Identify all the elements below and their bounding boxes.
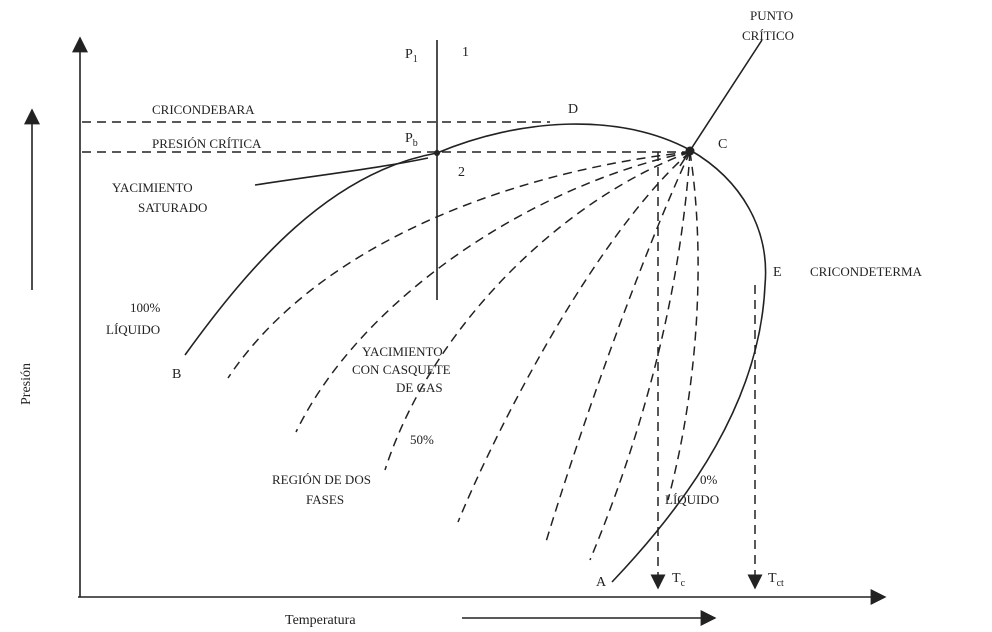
label: D	[568, 102, 578, 117]
label: A	[596, 575, 607, 590]
label: FASES	[306, 492, 344, 507]
label: LÍQUIDO	[106, 322, 160, 337]
leader	[254, 157, 429, 186]
quality-line	[227, 151, 691, 379]
quality-line	[295, 151, 691, 433]
label: Tc	[672, 571, 686, 589]
label: Tct	[768, 571, 784, 589]
label: 100%	[130, 300, 161, 315]
quality-line	[384, 151, 691, 471]
label: E	[773, 265, 782, 280]
label: 50%	[410, 432, 434, 447]
quality-line	[667, 151, 699, 501]
quality-line	[589, 151, 691, 561]
label: P1	[405, 47, 418, 65]
label: DE GAS	[396, 380, 443, 395]
label: SATURADO	[138, 200, 207, 215]
label: CRICONDETERMA	[810, 264, 923, 279]
label: CRICONDEBARA	[152, 102, 255, 117]
quality-line	[457, 151, 691, 523]
label: C	[718, 137, 727, 152]
label: PRESIÓN CRÍTICA	[152, 136, 262, 151]
phase-envelope	[184, 123, 767, 583]
label: LÍQUIDO	[665, 492, 719, 507]
label: 0%	[700, 472, 718, 487]
label: REGIÓN DE DOS	[272, 472, 371, 487]
label: CON CASQUETE	[352, 362, 451, 377]
label: B	[172, 367, 181, 382]
label: CRÍTICO	[742, 28, 794, 43]
y-axis-label: Presión	[19, 363, 34, 405]
label: PUNTO	[750, 8, 793, 23]
label: YACIMIENTO	[362, 344, 443, 359]
label: 1	[462, 45, 469, 60]
critical-line	[679, 39, 763, 167]
x-axis-label: Temperatura	[285, 613, 356, 628]
critical-point	[685, 146, 695, 156]
label: 2	[458, 165, 465, 180]
bubble-point	[434, 150, 440, 156]
label: Pb	[405, 131, 418, 149]
quality-line	[544, 151, 691, 546]
label: YACIMIENTO	[112, 180, 193, 195]
